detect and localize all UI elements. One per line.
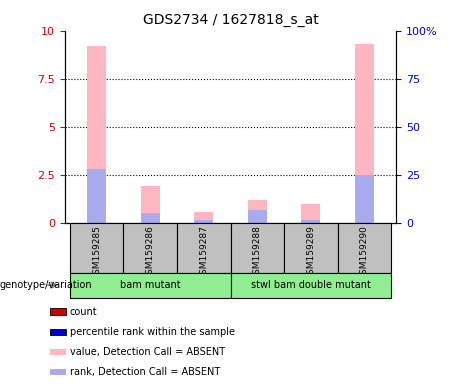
Text: stwl bam double mutant: stwl bam double mutant <box>251 280 371 290</box>
Bar <box>141 213 160 223</box>
Text: GSM159286: GSM159286 <box>146 225 155 280</box>
Text: bam mutant: bam mutant <box>120 280 181 290</box>
Bar <box>355 44 374 223</box>
Bar <box>337 223 391 273</box>
Text: genotype/variation: genotype/variation <box>0 280 93 290</box>
Bar <box>230 223 284 273</box>
Text: rank, Detection Call = ABSENT: rank, Detection Call = ABSENT <box>70 367 220 377</box>
Bar <box>301 220 320 223</box>
Bar <box>284 223 337 273</box>
Bar <box>70 223 124 273</box>
Bar <box>248 210 266 223</box>
Text: value, Detection Call = ABSENT: value, Detection Call = ABSENT <box>70 347 225 357</box>
Bar <box>87 169 106 223</box>
Bar <box>50 308 66 315</box>
Bar <box>177 223 230 273</box>
Text: GSM159287: GSM159287 <box>199 225 208 280</box>
Title: GDS2734 / 1627818_s_at: GDS2734 / 1627818_s_at <box>142 13 319 27</box>
Bar <box>50 329 66 335</box>
Bar <box>195 212 213 223</box>
Text: GSM159290: GSM159290 <box>360 225 369 280</box>
Bar <box>141 186 160 223</box>
Bar <box>50 349 66 355</box>
Bar <box>195 220 213 223</box>
Text: GSM159285: GSM159285 <box>92 225 101 280</box>
Bar <box>301 204 320 223</box>
Bar <box>87 46 106 223</box>
Bar <box>70 273 230 298</box>
Text: GSM159288: GSM159288 <box>253 225 262 280</box>
Text: percentile rank within the sample: percentile rank within the sample <box>70 327 235 337</box>
Text: count: count <box>70 306 97 317</box>
Bar <box>355 175 374 223</box>
Bar <box>230 273 391 298</box>
Text: GSM159289: GSM159289 <box>306 225 315 280</box>
Bar <box>248 200 266 223</box>
Bar <box>50 369 66 375</box>
Bar <box>124 223 177 273</box>
